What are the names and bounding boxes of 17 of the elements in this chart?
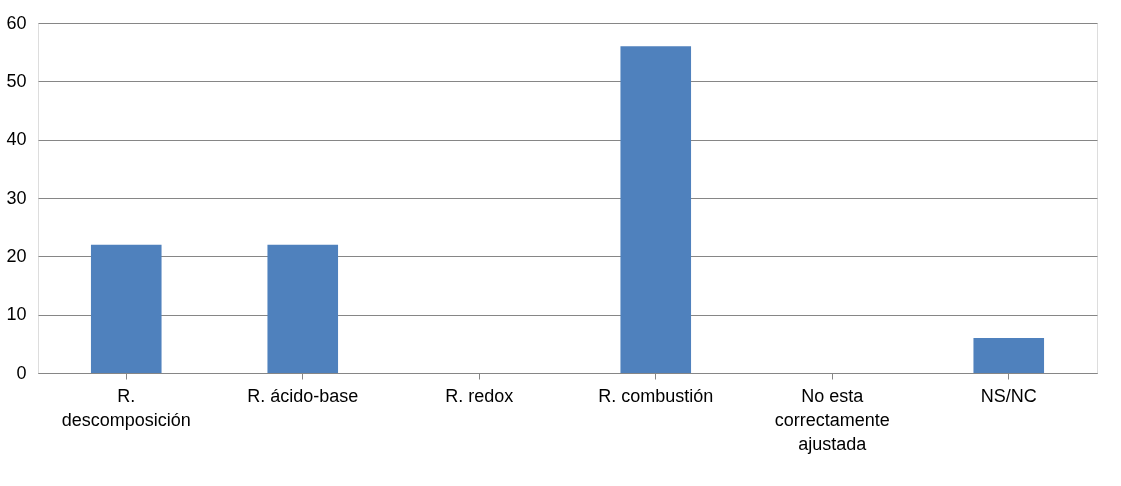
bar	[973, 338, 1045, 373]
bar	[620, 46, 692, 373]
y-tick-label: 50	[6, 70, 27, 91]
y-tick-label: 40	[6, 129, 27, 150]
y-tick-label: 20	[6, 245, 27, 266]
bar	[90, 244, 162, 373]
x-tick-label: R. combustión	[598, 385, 714, 406]
y-tick-label: 0	[16, 362, 27, 383]
x-tick-label: NS/NC	[980, 385, 1037, 406]
bar	[267, 244, 339, 373]
x-tick-label: R. descomposición	[61, 385, 191, 430]
y-tick-label: 60	[6, 12, 27, 33]
y-tick-label: 10	[6, 304, 27, 325]
x-tick-label: No esta correctamente ajustada	[774, 385, 890, 454]
x-tick-label: R. ácido-base	[247, 385, 359, 406]
y-tick-label: 30	[6, 187, 27, 208]
x-tick-label: R. redox	[445, 385, 514, 406]
